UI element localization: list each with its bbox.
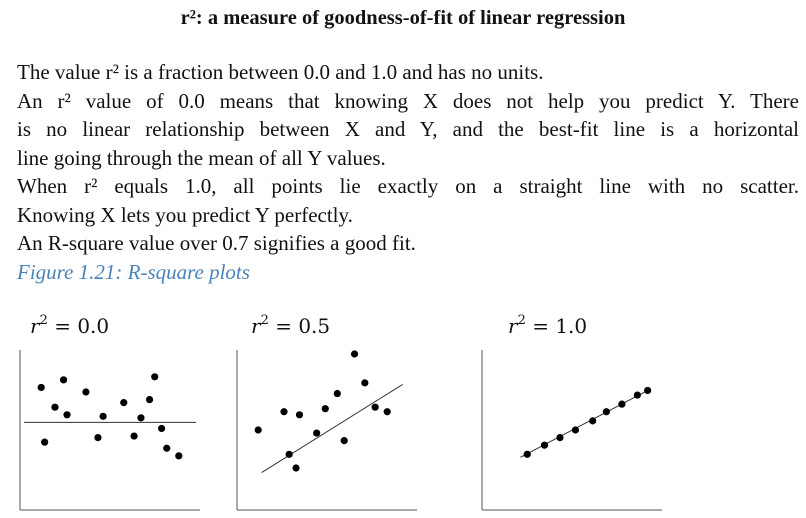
paragraph-line: The value r² is a fraction between 0.0 a…: [17, 60, 544, 84]
data-point: [145, 396, 154, 404]
paragraph-line: An R-square value over 0.7 signifies a g…: [17, 231, 416, 255]
section-heading: r²: a measure of goodness-of-fit of line…: [180, 7, 626, 29]
r-symbol: r: [251, 314, 261, 338]
plot-label-r2-1: r2 = 1.0: [508, 314, 587, 338]
plot-label-r2-0: r2 = 0.0: [30, 314, 109, 338]
data-point: [540, 441, 549, 449]
data-point: [644, 386, 652, 395]
data-point: [158, 424, 166, 433]
data-point: [137, 414, 145, 422]
data-point: [41, 438, 49, 446]
data-point: [618, 400, 626, 408]
plot-label-r2-05: r2 = 0.5: [251, 314, 330, 338]
figure-caption: Figure 1.21: R-square plots: [17, 259, 250, 284]
paragraph-line: is no linear relationship between X and …: [17, 117, 799, 141]
plot-label-value: = 1.0: [532, 314, 588, 338]
data-point: [361, 379, 369, 387]
data-point: [59, 376, 68, 384]
paragraph-line: An r² value of 0.0 means that knowing X …: [17, 88, 799, 113]
r-symbol: r: [30, 314, 40, 338]
exponent: 2: [39, 313, 48, 328]
data-point: [94, 434, 102, 442]
data-point: [333, 389, 341, 398]
paragraph-line: line going through the mean of all Y val…: [17, 145, 386, 170]
fit-line: [520, 390, 648, 458]
scatter-plot-r2-1: [481, 350, 662, 511]
data-point: [151, 373, 159, 381]
data-point: [175, 452, 183, 460]
data-point: [602, 408, 610, 416]
r-symbol: r: [508, 314, 518, 338]
paragraph-line: When r² equals 1.0, all points lie exact…: [17, 174, 799, 198]
data-point: [383, 408, 391, 416]
data-point: [350, 350, 359, 358]
data-point: [523, 450, 531, 458]
data-point: [371, 403, 379, 411]
data-point: [37, 383, 45, 392]
plot-label-value: = 0.0: [54, 314, 110, 338]
data-point: [589, 417, 597, 425]
exponent: 2: [517, 313, 526, 328]
body-text: The value r² is a fraction between 0.0 a…: [17, 58, 799, 286]
data-point: [280, 408, 288, 416]
data-point: [321, 405, 329, 413]
data-point: [82, 388, 90, 396]
data-point: [63, 411, 71, 419]
fit-line: [261, 383, 403, 473]
data-point: [292, 464, 300, 472]
data-point: [163, 444, 171, 452]
data-point: [130, 432, 138, 440]
data-point: [285, 450, 293, 458]
scatter-plot-r2-05: [236, 350, 417, 511]
plot-label-value: = 0.5: [275, 314, 331, 338]
data-point: [556, 434, 564, 442]
data-point: [571, 426, 580, 434]
scatter-plot-r2-0: [19, 350, 200, 511]
data-point: [51, 403, 59, 411]
data-point: [633, 391, 641, 399]
data-point: [340, 437, 348, 445]
exponent: 2: [260, 313, 269, 328]
data-point: [99, 412, 107, 420]
data-point: [313, 429, 321, 437]
data-point: [295, 411, 304, 419]
data-point: [120, 399, 128, 407]
paragraph-line: Knowing X lets you predict Y perfectly.: [17, 202, 353, 227]
data-point: [254, 426, 262, 434]
